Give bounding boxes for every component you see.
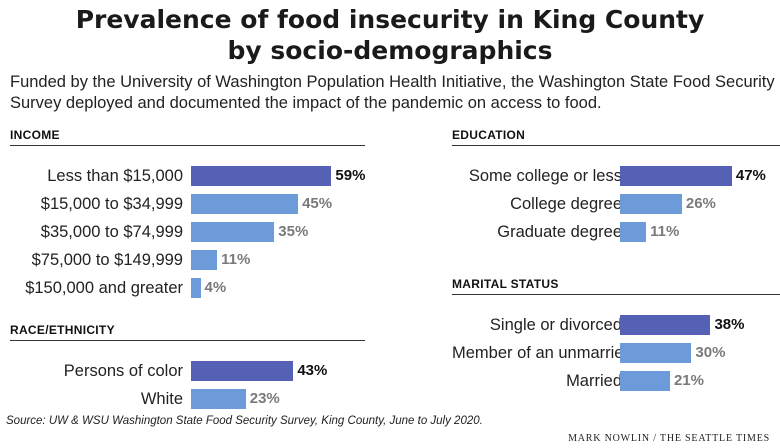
category-label: $150,000 and greater: [25, 279, 183, 297]
category-label: Single or divorced: [489, 316, 622, 334]
value-label: 43%: [297, 362, 328, 379]
category-label: $15,000 to $34,999: [40, 195, 183, 213]
bar: [620, 166, 732, 186]
bar: [191, 166, 332, 186]
value-label: 4%: [204, 279, 227, 296]
bar: [620, 194, 682, 214]
bar: [191, 389, 246, 409]
source-note: Source: UW & WSU Washington State Food S…: [6, 415, 483, 427]
value-label: 30%: [695, 344, 726, 361]
bar: [620, 222, 647, 242]
bar: [191, 194, 299, 214]
panel-title: RACE/ETHNICITY: [10, 323, 365, 341]
chart-title: Prevalence of food insecurity in King Co…: [0, 4, 780, 66]
bar: [620, 315, 711, 335]
panel-title: MARITAL STATUS: [452, 277, 780, 295]
bar: [191, 361, 294, 381]
category-label: White: [140, 390, 183, 408]
value-label: 38%: [714, 316, 745, 333]
value-label: 23%: [249, 390, 280, 407]
credit-line: MARK NOWLIN / THE SEATTLE TIMES: [568, 433, 770, 444]
category-label: Graduate degree: [497, 223, 622, 241]
chart-panel-3: MARITAL STATUS Single or divorced 38% Membe…: [452, 277, 780, 391]
category-label: Member of an unmarried couple: [452, 344, 686, 362]
category-label: $75,000 to $149,999: [31, 251, 183, 269]
value-label: 11%: [221, 251, 251, 268]
value-label: 45%: [302, 195, 333, 212]
category-label: Married: [566, 372, 622, 390]
panel-title: INCOME: [10, 128, 365, 146]
value-label: 26%: [685, 195, 716, 212]
category-label: $35,000 to $74,999: [40, 223, 183, 241]
chart-panel-1: RACE/ETHNICITY Persons of color 43% White 23…: [10, 323, 365, 409]
value-label: 21%: [673, 372, 704, 389]
bar: [191, 222, 275, 242]
value-label: 59%: [335, 167, 366, 184]
value-label: 47%: [735, 167, 766, 184]
panel-title: EDUCATION: [452, 128, 780, 146]
category-label: College degree: [510, 195, 622, 213]
category-label: Some college or less: [468, 167, 622, 185]
chart-panel-2: EDUCATION Some college or less 47% College …: [452, 128, 780, 242]
chart-panel-0: INCOME Less than $15,000 59% $15,000 to $34…: [10, 128, 365, 298]
category-label: Less than $15,000: [47, 167, 183, 185]
value-label: 11%: [650, 223, 680, 240]
chart-title-line-1: Prevalence of food insecurity in King Co…: [75, 5, 705, 34]
chart-title-line-2: by socio-demographics: [227, 36, 553, 65]
bar: [191, 278, 201, 298]
value-label: 35%: [278, 223, 309, 240]
category-label: Persons of color: [63, 362, 183, 380]
bar: [191, 250, 218, 270]
bar: [620, 343, 692, 363]
bar: [620, 371, 670, 391]
chart-subtitle: Funded by the University of Washington P…: [10, 73, 775, 112]
